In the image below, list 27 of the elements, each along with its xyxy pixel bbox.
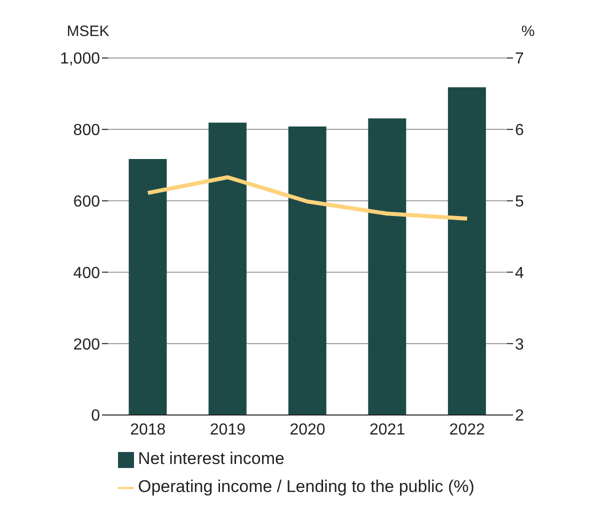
y-axis-title: MSEK (66, 23, 110, 40)
y-tick-label: 1,000 (60, 50, 100, 68)
y2-tick-label: 4 (515, 264, 524, 282)
y-tick-label: 800 (73, 122, 100, 140)
y-tick-label: 600 (73, 193, 100, 210)
y-tick-label: 0 (91, 408, 100, 425)
y2-tick-label: 7 (515, 50, 524, 68)
bar (128, 159, 167, 415)
y2-tick-label: 3 (515, 336, 524, 354)
x-tick-label: 2022 (449, 421, 485, 438)
y-tick-label: 200 (73, 336, 100, 354)
bar (448, 87, 486, 415)
x-tick-label: 2020 (290, 421, 326, 438)
y2-tick-label: 2 (515, 408, 524, 425)
y2-axis-title: % (521, 23, 535, 40)
legend-label: Operating income / Lending to the public (%) (138, 477, 474, 496)
legend-label: Net interest income (138, 449, 284, 468)
y2-tick-label: 5 (515, 193, 524, 210)
bar (368, 118, 406, 415)
line-series (146, 175, 470, 221)
x-tick-label: 2021 (370, 421, 406, 438)
bar (288, 126, 326, 415)
y-tick-label: 400 (73, 264, 100, 282)
x-tick-label: 2019 (210, 421, 246, 438)
x-tick-label: 2018 (130, 421, 166, 438)
bar (208, 122, 247, 415)
y2-tick-label: 6 (515, 122, 524, 140)
